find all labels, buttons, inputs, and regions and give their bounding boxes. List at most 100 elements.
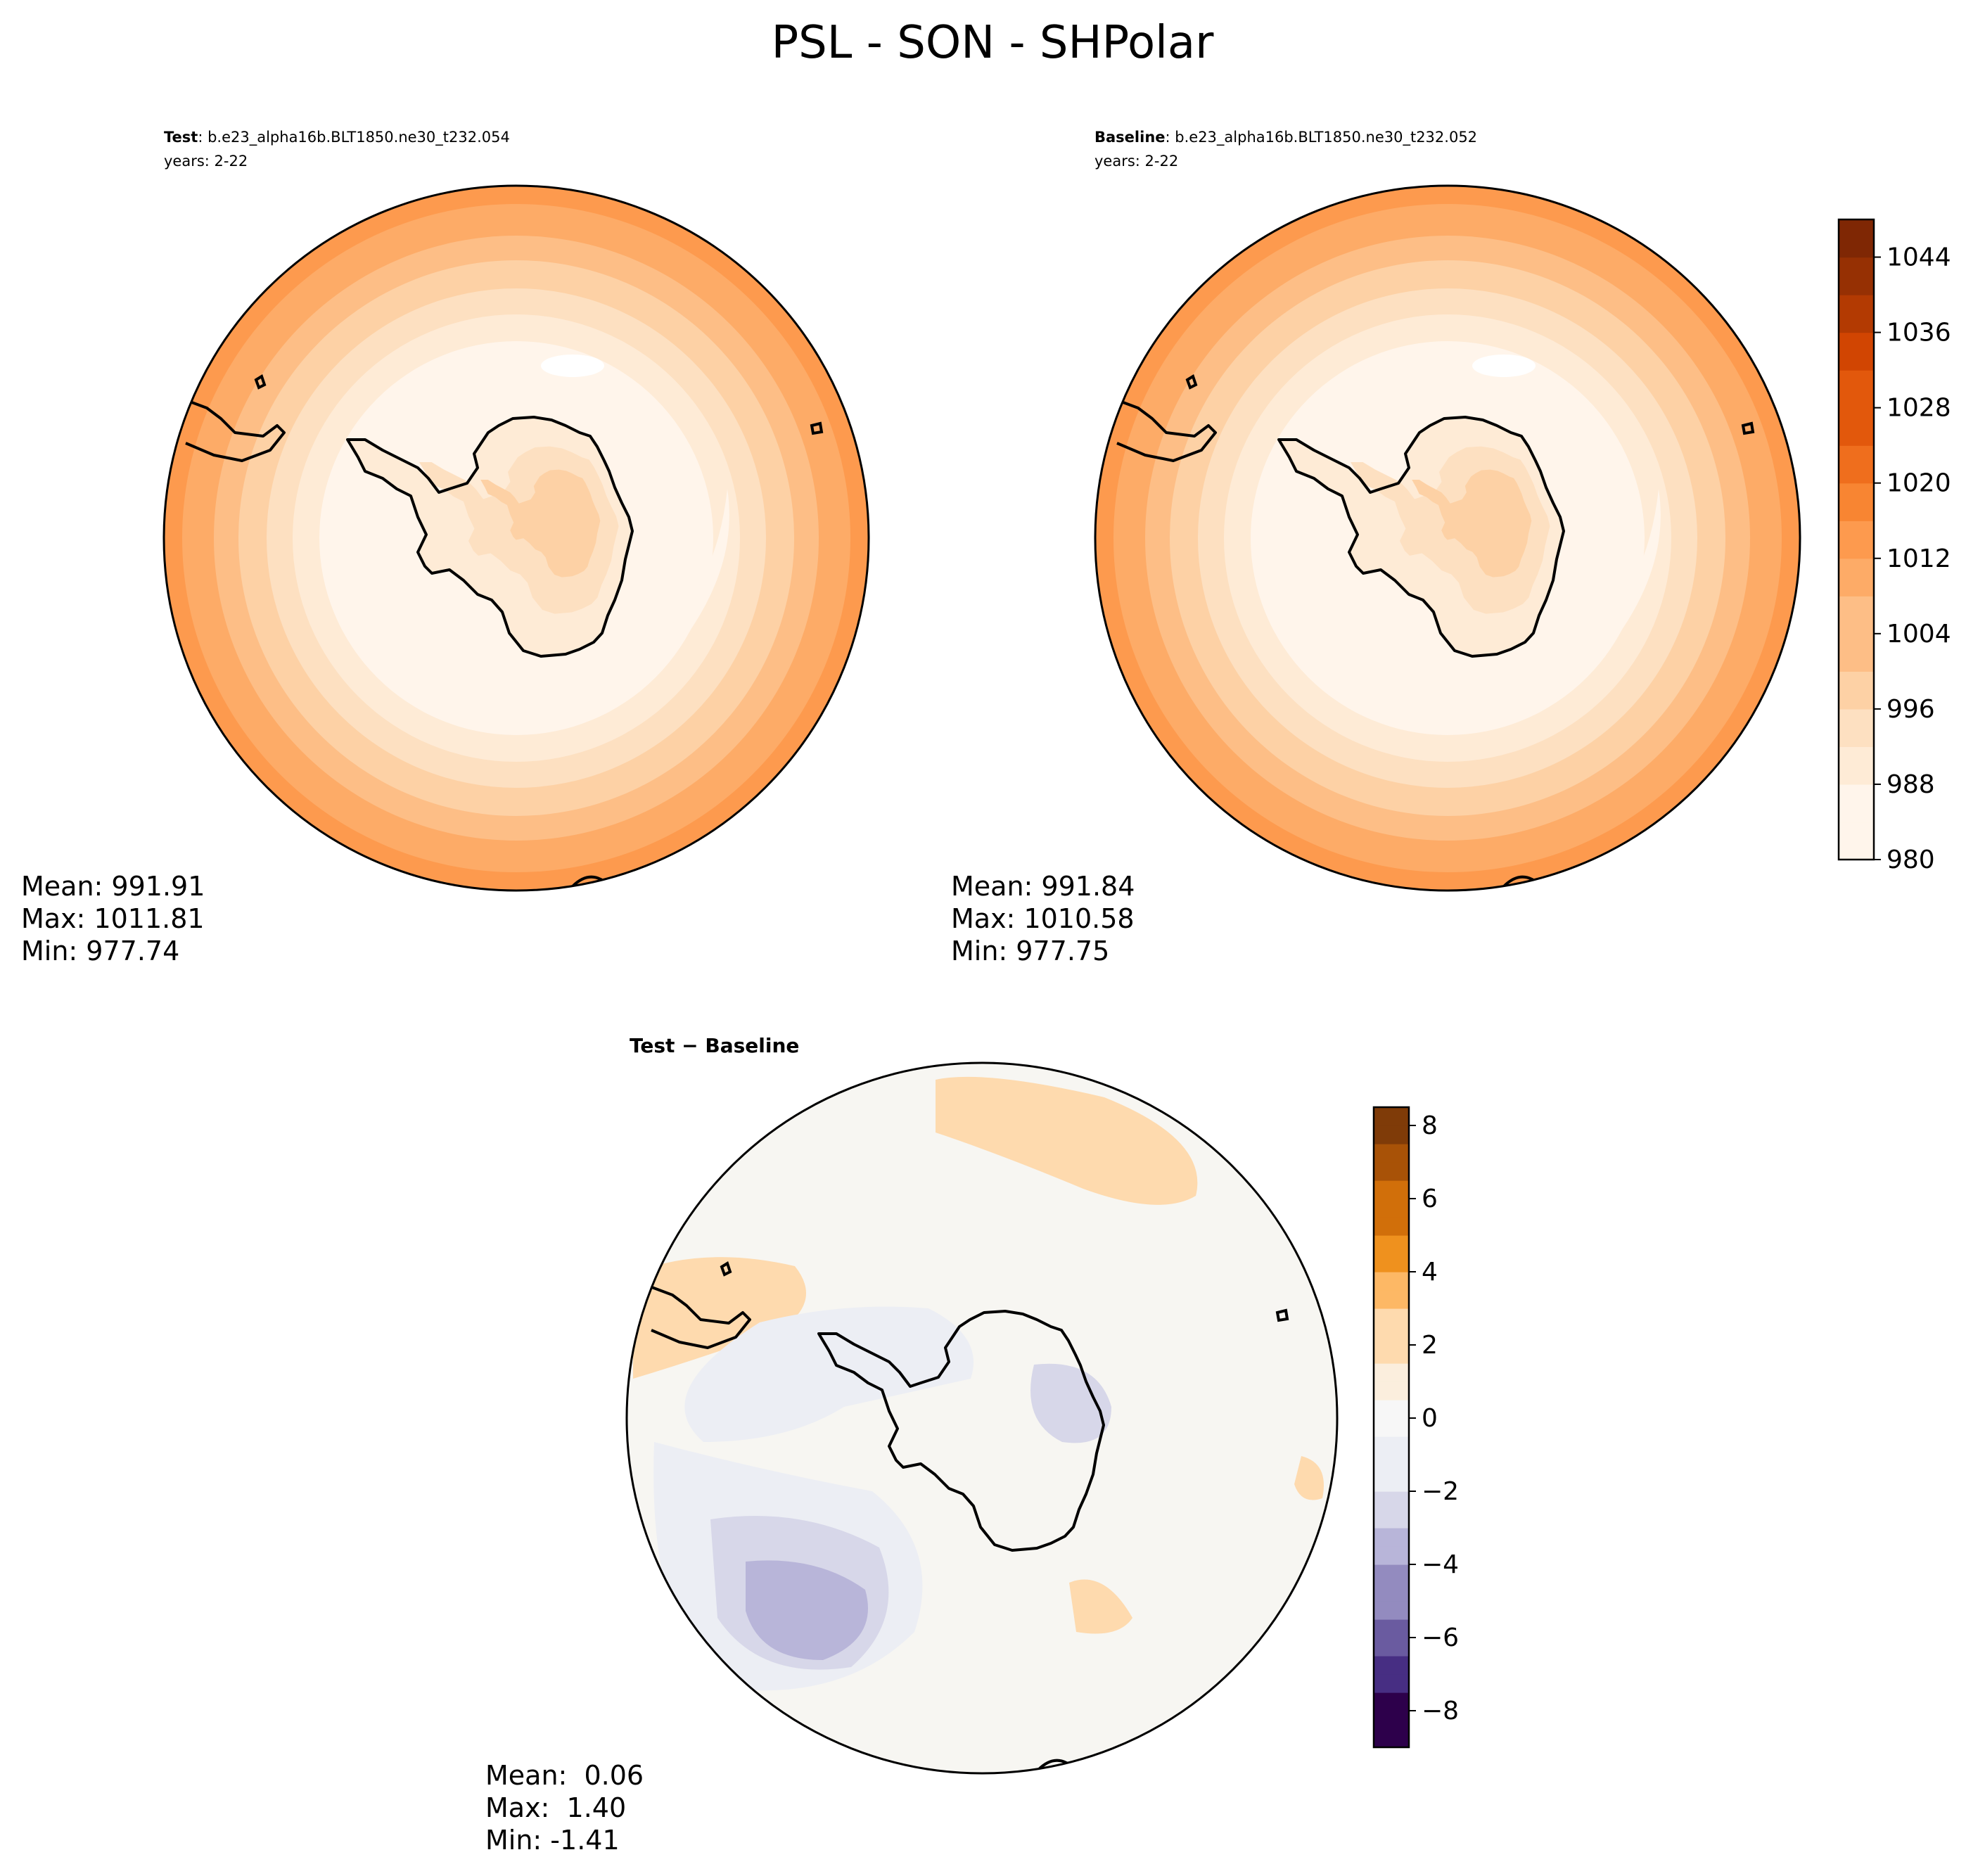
diff-colorbar-swatch <box>1374 1546 1409 1565</box>
diff-colorbar-swatch <box>1374 1162 1409 1181</box>
psl-colorbar-tick-label: 996 <box>1887 695 1935 724</box>
baseline-island-coast <box>1741 421 1755 435</box>
psl-colorbar-swatch <box>1839 633 1874 672</box>
diff-stat-mean: Mean: 0.06 <box>485 1760 644 1791</box>
psl-colorbar-swatch <box>1839 257 1874 295</box>
diff-colorbar-swatch <box>1374 1272 1409 1291</box>
psl-colorbar-swatch <box>1839 708 1874 748</box>
baseline-map-boundary <box>1094 184 1801 892</box>
diff-antarctica-coast <box>817 1310 1105 1552</box>
baseline-south-america-coast <box>1109 396 1217 462</box>
baseline-plateau-inner <box>1412 469 1532 578</box>
difference-panel-title: Test − Baseline <box>630 1034 799 1057</box>
difference-colorbar: −8 −6 −4 −2 0 2 4 6 8 <box>1372 1106 1459 1749</box>
baseline-panel: Baseline: b.e23_alpha16b.BLT1850.ne30_t2… <box>951 129 1801 966</box>
psl-colorbar-tick-label: 988 <box>1887 770 1935 799</box>
psl-colorbar-tick-label: 1012 <box>1887 544 1951 573</box>
difference-map <box>627 1063 1337 1773</box>
diff-anomaly-region <box>746 1560 868 1660</box>
test-south-america-coast <box>178 396 286 462</box>
difference-map-boundary <box>625 1061 1339 1775</box>
diff-colorbar-swatch <box>1374 1455 1409 1474</box>
test-map <box>164 186 869 891</box>
test-label-bold: Test <box>164 129 198 146</box>
psl-colorbar-swatch <box>1839 558 1874 596</box>
diff-colorbar-tick-label: 2 <box>1422 1331 1438 1360</box>
diff-anomaly-region <box>1294 1456 1324 1500</box>
test-antarctic-field <box>347 417 632 656</box>
diff-colorbar-swatch <box>1374 1199 1409 1218</box>
diff-colorbar-swatch <box>1374 1491 1409 1510</box>
test-panel-title: Test: b.e23_alpha16b.BLT1850.ne30_t232.0… <box>164 129 510 146</box>
baseline-map <box>1095 186 1800 891</box>
diff-colorbar-tick-label: 0 <box>1422 1404 1438 1433</box>
diff-colorbar-tick-label: −6 <box>1422 1623 1459 1652</box>
psl-colorbar-tick-label: 1020 <box>1887 469 1951 498</box>
psl-colorbar-swatch <box>1839 596 1874 634</box>
test-low-pressure-cell <box>541 355 604 377</box>
baseline-coastline <box>1109 374 1755 891</box>
diff-colorbar-tick-label: 8 <box>1422 1111 1438 1140</box>
psl-colorbar-swatch <box>1839 784 1874 823</box>
diff-anomaly-region <box>1030 1363 1111 1443</box>
diff-colorbar-swatch <box>1374 1308 1409 1327</box>
difference-coastline <box>644 1261 1289 1773</box>
diff-colorbar-swatch <box>1374 1327 1409 1346</box>
diff-colorbar-swatch <box>1374 1345 1409 1364</box>
diff-stat-min: Min: -1.41 <box>485 1825 620 1856</box>
diff-colorbar-swatch <box>1374 1125 1409 1144</box>
diff-south-america-coast <box>644 1283 751 1349</box>
diff-colorbar-swatch <box>1374 1436 1409 1455</box>
test-stat-min: Min: 977.74 <box>21 936 179 966</box>
diff-anomaly-region <box>684 1306 974 1442</box>
diff-colorbar-swatch <box>1374 1107 1409 1126</box>
baseline-stat-min: Min: 977.75 <box>951 936 1109 966</box>
diff-colorbar-swatch <box>1374 1363 1409 1382</box>
psl-colorbar: 980 988 996 1004 1012 1020 1028 1036 1044 <box>1837 218 1951 874</box>
baseline-years: years: 2-22 <box>1094 153 1178 170</box>
diff-colorbar-swatch <box>1374 1235 1409 1254</box>
diff-colorbar-swatch <box>1374 1638 1409 1657</box>
test-years: years: 2-22 <box>164 153 248 170</box>
diff-colorbar-swatch <box>1374 1619 1409 1638</box>
diff-colorbar-swatch <box>1374 1601 1409 1620</box>
diff-colorbar-swatch <box>1374 1382 1409 1400</box>
diff-colorbar-swatch <box>1374 1290 1409 1309</box>
diff-anomaly-region <box>936 1076 1198 1205</box>
diff-colorbar-swatch <box>1374 1510 1409 1529</box>
test-map-boundary <box>162 184 870 892</box>
diff-colorbar-swatch <box>1374 1583 1409 1602</box>
psl-colorbar-swatch <box>1839 671 1874 710</box>
psl-colorbar-swatch <box>1839 822 1874 860</box>
psl-colorbar-swatch <box>1839 295 1874 333</box>
diff-anomaly-region <box>633 1257 806 1379</box>
diff-colorbar-swatch <box>1374 1180 1409 1199</box>
diff-colorbar-swatch <box>1374 1656 1409 1675</box>
baseline-label-rest: : b.e23_alpha16b.BLT1850.ne30_t232.052 <box>1166 129 1478 146</box>
baseline-antarctica-coast <box>1277 416 1565 658</box>
diff-colorbar-swatch <box>1374 1564 1409 1583</box>
diff-island-coast <box>1275 1308 1289 1322</box>
psl-colorbar-swatch <box>1839 521 1874 559</box>
diff-colorbar-tick-label: −4 <box>1422 1550 1459 1579</box>
diff-colorbar-frame <box>1372 1106 1410 1749</box>
diff-colorbar-swatch <box>1374 1144 1409 1163</box>
psl-colorbar-tick-label: 1036 <box>1887 319 1951 347</box>
test-label-rest: : b.e23_alpha16b.BLT1850.ne30_t232.054 <box>198 129 510 146</box>
test-antarctica-coast <box>346 416 634 658</box>
baseline-antarctic-field <box>1279 417 1564 656</box>
diff-colorbar-tick-label: −8 <box>1422 1697 1459 1725</box>
baseline-panel-title: Baseline: b.e23_alpha16b.BLT1850.ne30_t2… <box>1094 129 1477 146</box>
test-plateau-inner <box>480 469 601 578</box>
diff-colorbar-swatch <box>1374 1473 1409 1492</box>
baseline-low-pressure-cell <box>1472 355 1536 377</box>
baseline-stat-max: Max: 1010.58 <box>951 903 1135 934</box>
diff-colorbar-swatch <box>1374 1528 1409 1547</box>
baseline-label-bold: Baseline <box>1094 129 1166 146</box>
psl-colorbar-swatch <box>1839 746 1874 785</box>
diff-colorbar-swatch <box>1374 1217 1409 1236</box>
psl-colorbar-tick-label: 1028 <box>1887 394 1951 423</box>
diff-colorbar-swatch <box>1374 1253 1409 1272</box>
psl-colorbar-tick-label: 980 <box>1887 846 1935 874</box>
diff-colorbar-tick-label: −2 <box>1422 1477 1459 1506</box>
